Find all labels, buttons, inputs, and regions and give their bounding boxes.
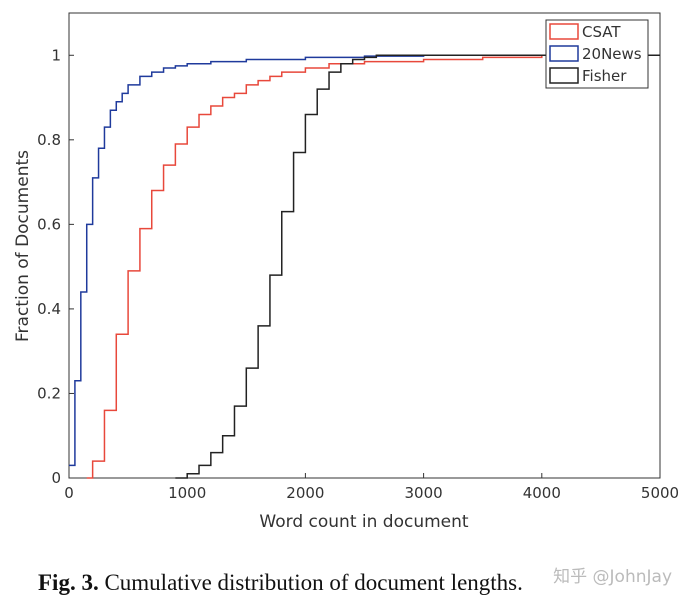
legend-swatch (549, 67, 579, 84)
caption: Fig. 3. Cumulative distribution of docum… (38, 570, 523, 595)
y-tick-label: 0.4 (37, 300, 61, 318)
y-axis-label: Fraction of Documents (13, 150, 33, 342)
x-tick-label: 3000 (405, 484, 443, 502)
legend-label: CSAT (582, 23, 621, 41)
caption-text: Cumulative distribution of document leng… (104, 570, 522, 595)
x-tick-label: 0 (64, 484, 74, 502)
legend-label: 20News (582, 45, 642, 63)
watermark: 知乎 @JohnJay (553, 567, 672, 587)
y-tick-label: 0 (51, 469, 61, 487)
plot-frame (68, 12, 661, 479)
y-tick-label: 0.2 (37, 384, 61, 402)
caption-label: Fig. 3. (38, 570, 99, 595)
y-tick-label: 1 (51, 46, 61, 64)
step-line (86, 54, 660, 479)
x-axis-label: Word count in document (259, 512, 468, 532)
legend-box (545, 19, 649, 89)
x-tick-label: 4000 (523, 484, 561, 502)
y-tick-label: 0.6 (37, 215, 61, 233)
legend-label: Fisher (582, 67, 627, 85)
x-tick-label: 1000 (168, 484, 206, 502)
legend-swatch (549, 45, 579, 62)
step-line (69, 54, 660, 467)
legend-swatch (549, 23, 579, 40)
step-line (175, 54, 660, 479)
y-tick-label: 0.8 (37, 131, 61, 149)
x-tick-label: 2000 (286, 484, 324, 502)
x-tick-label: 5000 (641, 484, 679, 502)
